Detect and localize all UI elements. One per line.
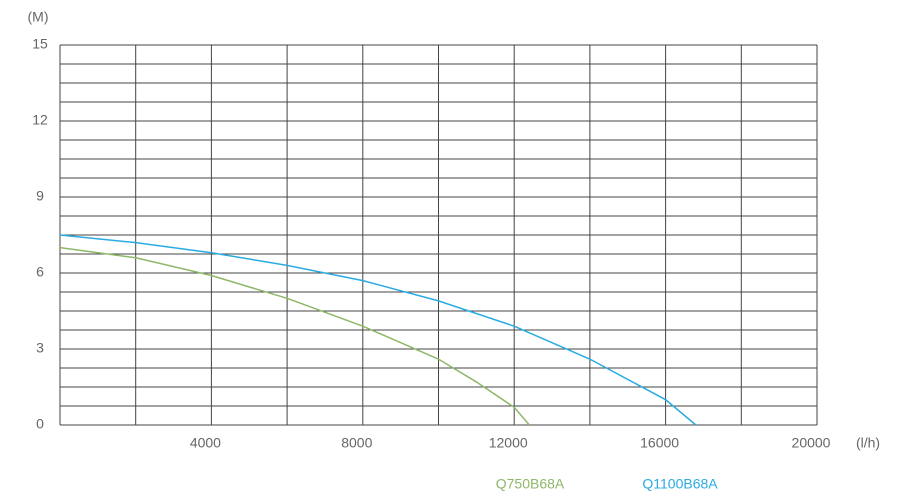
x-tick-label: 20000	[792, 435, 831, 451]
x-tick-label: 12000	[489, 435, 528, 451]
y-unit: (M)	[28, 9, 49, 25]
legend-label: Q1100B68A	[642, 476, 718, 492]
x-tick-label: 16000	[640, 435, 679, 451]
y-tick-label: 3	[36, 340, 44, 356]
y-tick-label: 6	[36, 264, 44, 280]
y-tick-label: 9	[36, 188, 44, 204]
x-unit: (l/h)	[856, 435, 880, 451]
x-tick-label: 4000	[190, 435, 221, 451]
y-tick-label: 0	[36, 416, 44, 432]
y-tick-label: 12	[32, 112, 48, 128]
x-tick-label: 8000	[341, 435, 372, 451]
legend-label: Q750B68A	[496, 476, 565, 492]
y-tick-label: 15	[32, 36, 48, 52]
curve	[59, 246, 530, 426]
curve	[59, 234, 697, 426]
